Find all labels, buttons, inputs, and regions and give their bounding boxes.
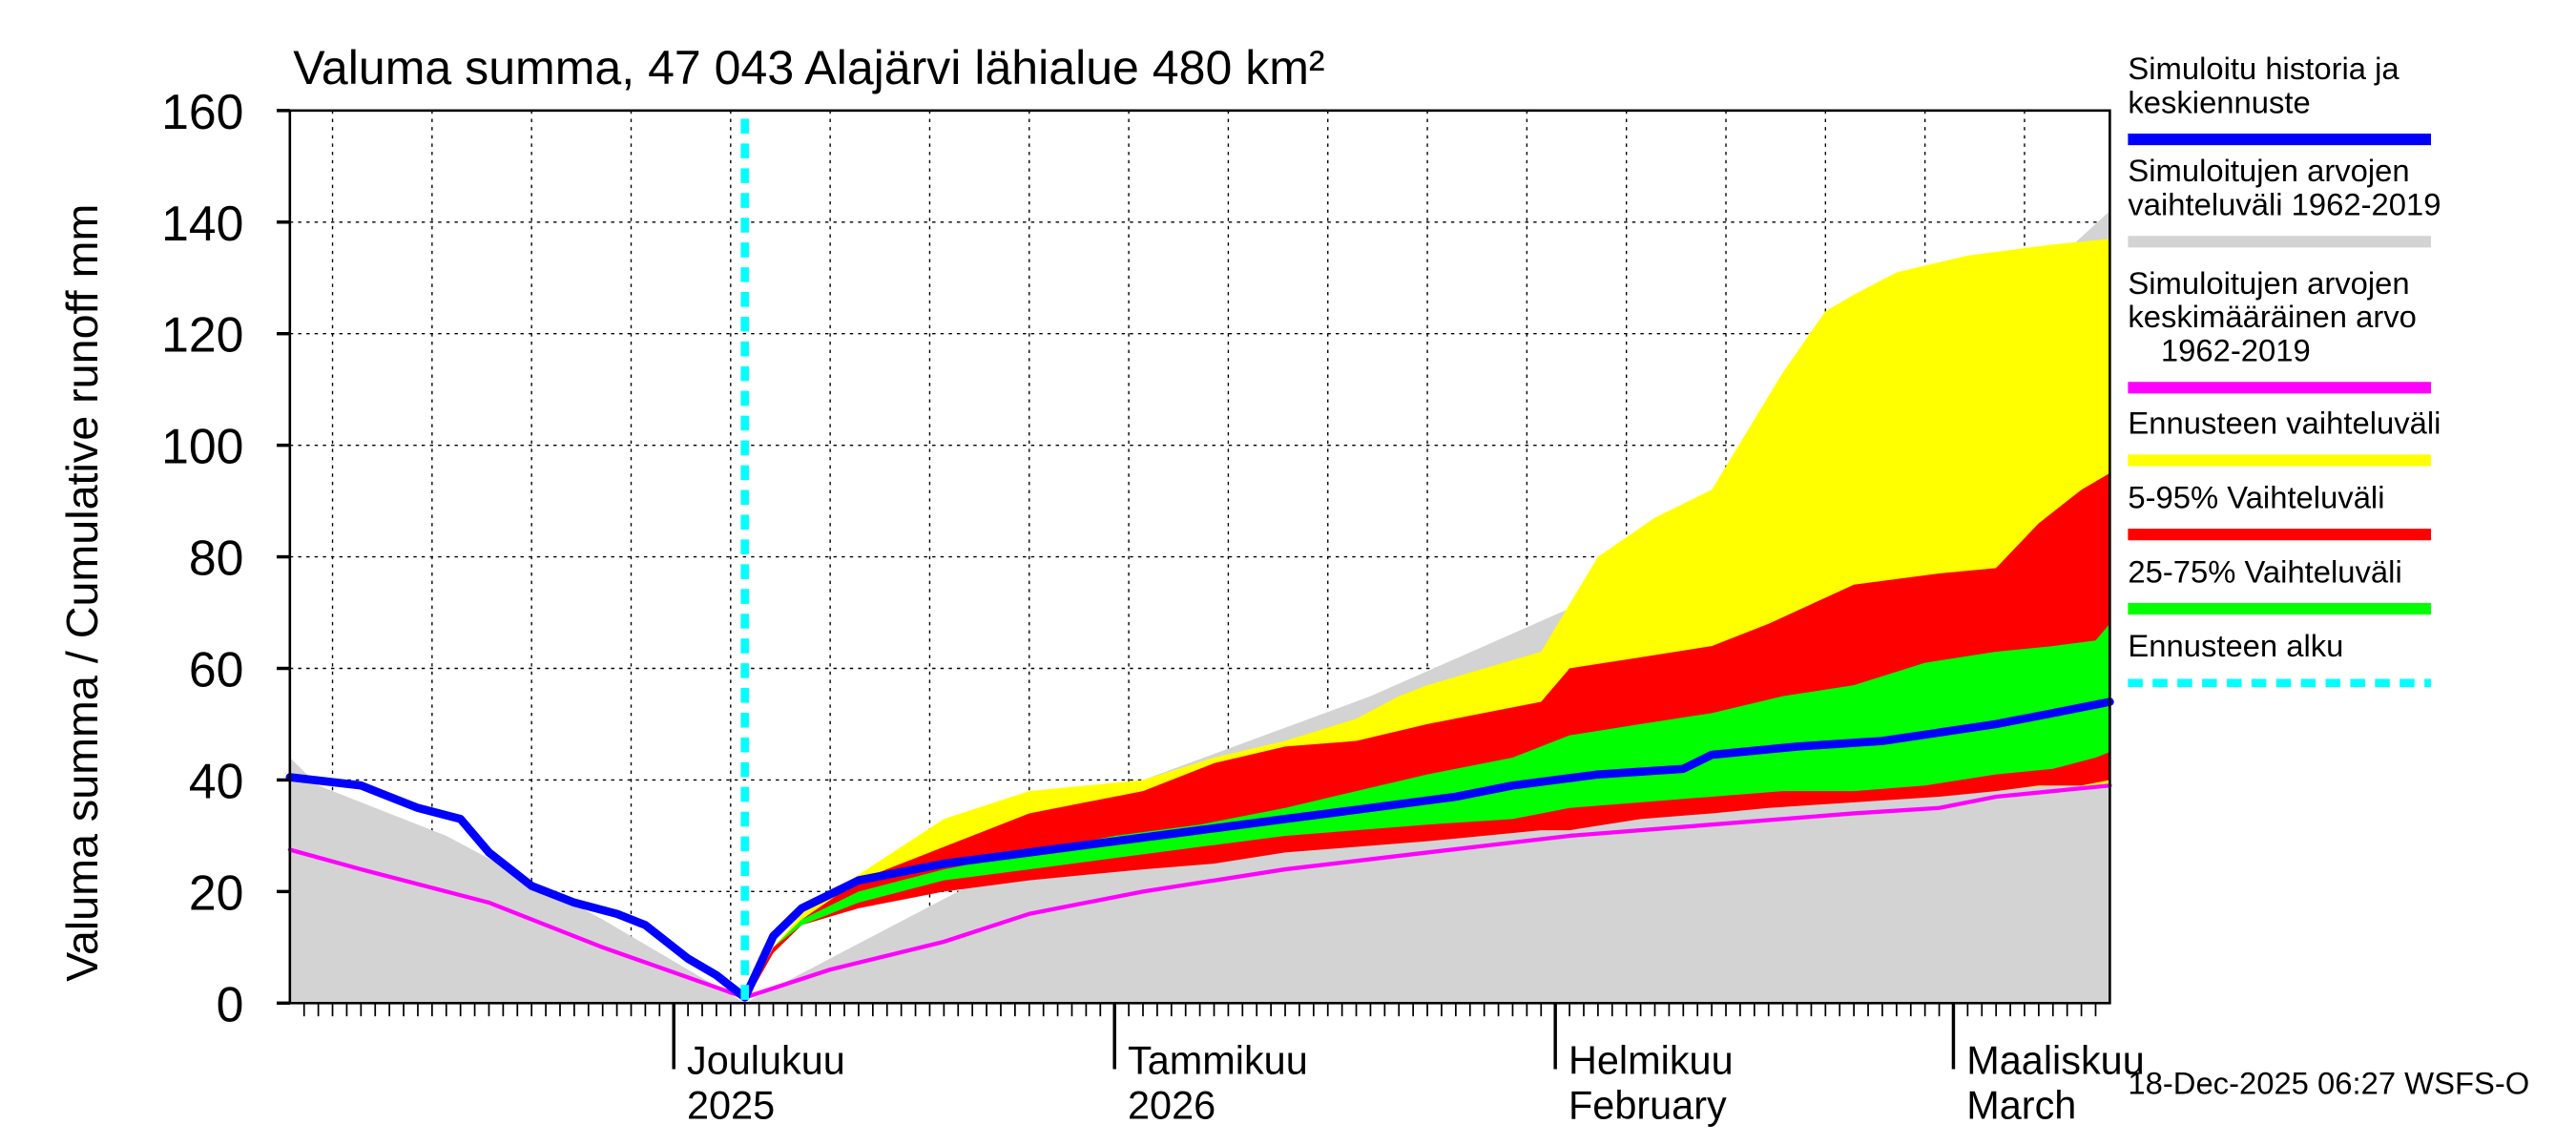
y-tick-label: 20 [189, 864, 244, 920]
x-year-label: February [1568, 1082, 1727, 1127]
p25-75-area [744, 623, 2110, 1004]
x-month-label: Tammikuu [1128, 1038, 1308, 1083]
y-tick-label: 60 [189, 641, 244, 697]
y-tick-label: 120 [161, 307, 243, 363]
mean-line [287, 783, 2112, 1000]
legend-label: keskimääräinen arvo [2128, 299, 2417, 334]
x-year-label: 2025 [687, 1082, 775, 1127]
line-series [285, 118, 2114, 1004]
legend-label: 25-75% Vaihteluväli [2128, 553, 2401, 589]
y-tick-label: 0 [217, 976, 244, 1031]
legend-label: Ennusteen vaihteluväli [2128, 406, 2441, 441]
y-tick-label: 40 [189, 753, 244, 808]
p5-95-area [744, 472, 2110, 1004]
y-axis-label: Valuma summa / Cumulative runoff mm [57, 204, 107, 982]
x-month-label: Maaliskuu [1966, 1038, 2144, 1083]
chart-title: Valuma summa, 47 043 Alajärvi lähialue 4… [293, 41, 1324, 94]
x-month-label: Helmikuu [1568, 1038, 1734, 1083]
legend-label: 1962-2019 [2161, 333, 2311, 368]
legend-label: Ennusteen alku [2128, 628, 2343, 663]
footer-timestamp: 18-Dec-2025 06:27 WSFS-O [2128, 1065, 2529, 1100]
x-year-label: March [1966, 1082, 2076, 1127]
x-year-label: 2026 [1128, 1082, 1215, 1127]
median-line [285, 697, 2114, 1002]
legend-label: Simuloitujen arvojen [2128, 153, 2409, 188]
area-series [289, 211, 2110, 1004]
x-month-label: Joulukuu [687, 1038, 845, 1083]
legend-label: 5-95% Vaihteluväli [2128, 480, 2384, 515]
y-tick-label: 160 [161, 84, 243, 139]
y-axis: 0 20 40 60 80 100 120 140 160 [161, 84, 290, 1031]
y-tick-label: 80 [189, 531, 244, 586]
legend-label: keskiennuste [2128, 84, 2310, 119]
y-tick-label: 100 [161, 419, 243, 474]
legend-label: Simuloitujen arvojen [2128, 265, 2409, 301]
y-tick-label: 140 [161, 196, 243, 251]
legend-label: Simuloitu historia ja [2128, 51, 2399, 86]
legend-label: vaihteluväli 1962-2019 [2128, 187, 2441, 222]
